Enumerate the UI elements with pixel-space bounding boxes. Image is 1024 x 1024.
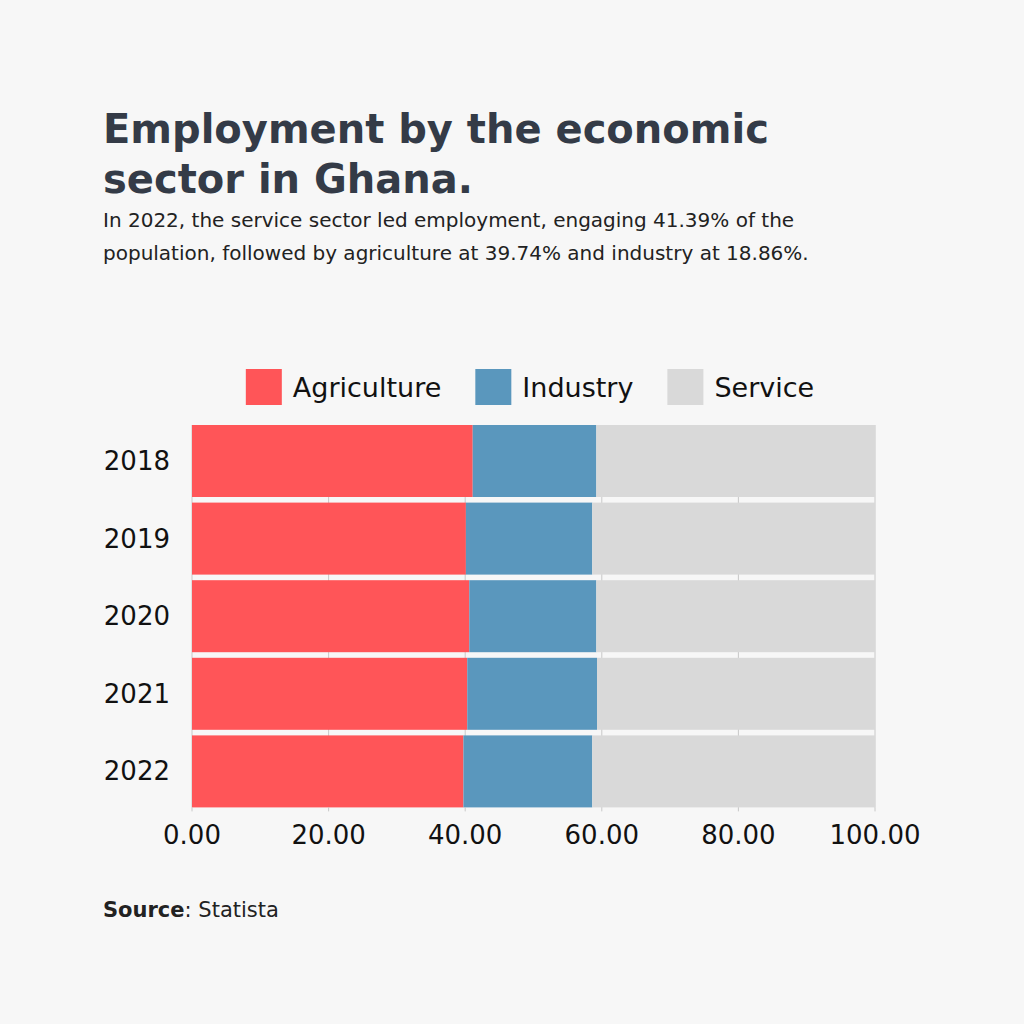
tick-mark <box>192 807 193 811</box>
grid <box>192 425 875 807</box>
legend-swatch <box>667 369 703 405</box>
bar-segment <box>592 503 875 575</box>
legend-label: Service <box>714 372 814 403</box>
bar-segment <box>192 580 469 652</box>
legend-label: Industry <box>522 372 633 403</box>
tick-label: 60.00 <box>565 820 639 850</box>
bar-segment <box>473 425 597 497</box>
bar-segment <box>596 580 875 652</box>
title: Employment by the economic sector in Gha… <box>103 104 783 204</box>
tick-label: 80.00 <box>701 820 775 850</box>
legend: Agriculture Industry Service <box>246 369 814 405</box>
bar-segment <box>469 580 596 652</box>
bar-segment <box>596 425 875 497</box>
tick-mark <box>465 807 466 811</box>
bars <box>192 425 875 807</box>
legend-label: Agriculture <box>293 372 442 403</box>
legend-swatch <box>475 369 511 405</box>
bar-segment <box>597 658 875 730</box>
category-label: 2018 <box>104 446 170 476</box>
bar-segment <box>467 658 597 730</box>
source: Source: Statista <box>103 898 279 922</box>
source-label: Source <box>103 898 185 922</box>
bar-segment <box>592 735 875 807</box>
tick-label: 100.00 <box>830 820 921 850</box>
tick-label: 20.00 <box>291 820 365 850</box>
bar-segment <box>192 735 463 807</box>
tick-label: 0.00 <box>163 820 221 850</box>
bar-segment <box>192 425 473 497</box>
legend-swatch <box>246 369 282 405</box>
tick-mark <box>738 807 739 811</box>
bar-segment <box>463 735 592 807</box>
subtitle: In 2022, the service sector led employme… <box>103 204 833 270</box>
category-label: 2020 <box>104 601 170 631</box>
bar-segment <box>192 503 466 575</box>
bar-segment <box>192 658 467 730</box>
category-label: 2019 <box>104 524 170 554</box>
tick-mark <box>601 807 602 811</box>
category-label: 2022 <box>104 756 170 786</box>
chart: 2018 2019 2020 2021 2022 0.00 20.00 40.00 60.00 8… <box>0 0 1024 1024</box>
tick-mark <box>328 807 329 811</box>
bar-segment <box>466 503 592 575</box>
tick-mark <box>875 807 876 811</box>
tick-label: 40.00 <box>428 820 502 850</box>
category-label: 2021 <box>104 679 170 709</box>
